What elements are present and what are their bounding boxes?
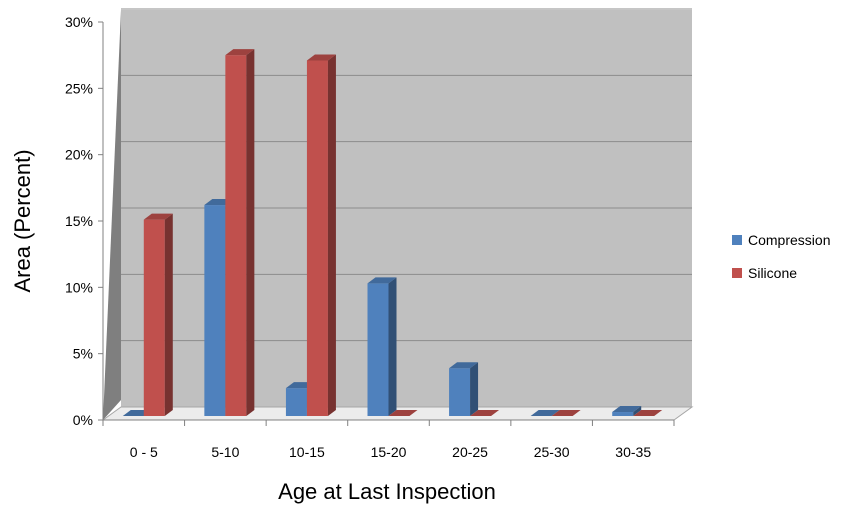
- bar-side: [470, 362, 479, 416]
- bar-silicone-20-25: [470, 410, 500, 416]
- bar-silicone-15-20: [388, 410, 418, 416]
- bar-top: [449, 362, 479, 369]
- bar-compression-20-25: [449, 362, 479, 416]
- y-tick-labels: 0% 5% 10% 15% 20% 25% 30%: [65, 14, 93, 428]
- x-tick-label: 5-10: [211, 444, 239, 460]
- bar-front: [612, 412, 634, 416]
- legend-label-compression: Compression: [748, 232, 830, 248]
- bar-silicone-0-5: [143, 213, 173, 416]
- bar-top: [367, 277, 397, 284]
- bar-side: [246, 49, 255, 416]
- legend: Compression Silicone: [732, 232, 830, 281]
- bar-top: [225, 49, 255, 56]
- bar-front: [285, 388, 307, 416]
- y-tick-label: 20%: [65, 147, 93, 163]
- bar-front: [306, 60, 328, 416]
- bar-side: [633, 406, 642, 416]
- y-axis-title: Area (Percent): [10, 149, 35, 292]
- bar-top: [143, 213, 173, 220]
- y-tick-label: 25%: [65, 80, 93, 96]
- x-axis-title: Age at Last Inspection: [278, 479, 496, 504]
- bar-top: [551, 410, 581, 416]
- bar-side: [164, 213, 173, 416]
- x-tick-label: 20-25: [452, 444, 488, 460]
- bar-side: [388, 277, 397, 416]
- bar-top: [530, 410, 560, 416]
- x-tick-label: 0 - 5: [130, 444, 158, 460]
- bar-front: [204, 205, 226, 416]
- y-tick-label: 15%: [65, 213, 93, 229]
- bar-top: [470, 410, 500, 416]
- bar-front: [143, 219, 165, 416]
- y-tick-label: 0%: [73, 412, 93, 428]
- bar-silicone-25-30: [551, 410, 581, 416]
- x-tick-label: 10-15: [289, 444, 325, 460]
- bar-silicone-30-35: [633, 410, 663, 416]
- axis-ticks: [98, 21, 675, 426]
- bar-side: [327, 54, 336, 416]
- side-wall: [103, 10, 121, 420]
- bar-top: [388, 410, 418, 416]
- y-tick-label: 30%: [65, 14, 93, 30]
- bar-top: [612, 406, 642, 413]
- x-tick-label: 25-30: [534, 444, 570, 460]
- bar-top: [306, 54, 336, 61]
- y-tick-label: 5%: [73, 346, 93, 362]
- bar-front: [225, 55, 247, 416]
- legend-swatch-compression: [732, 235, 742, 245]
- bar-compression-30-35: [612, 406, 642, 416]
- bar-compression-15-20: [367, 277, 397, 416]
- bar-compression-25-30: [530, 410, 560, 416]
- x-tick-label: 30-35: [615, 444, 651, 460]
- bar-top: [633, 410, 663, 416]
- bar-silicone-5-10: [225, 49, 255, 416]
- x-tick-label: 15-20: [371, 444, 407, 460]
- bar-silicone-10-15: [306, 54, 336, 416]
- legend-label-silicone: Silicone: [748, 265, 797, 281]
- bar-front: [367, 283, 389, 416]
- y-tick-label: 10%: [65, 279, 93, 295]
- bars: [122, 49, 663, 416]
- legend-swatch-silicone: [732, 268, 742, 278]
- bar-front: [449, 368, 471, 416]
- x-tick-labels: 0 - 5 5-10 10-15 15-20 20-25 25-30 30-35: [130, 444, 652, 460]
